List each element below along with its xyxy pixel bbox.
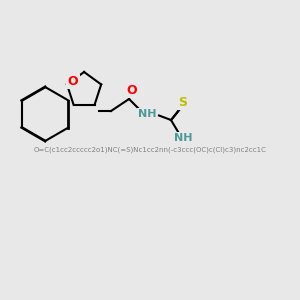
Text: O: O bbox=[68, 75, 78, 88]
Text: O: O bbox=[127, 83, 137, 97]
Text: NH: NH bbox=[138, 109, 156, 119]
Text: O=C(c1cc2ccccc2o1)NC(=S)Nc1cc2nn(-c3ccc(OC)c(Cl)c3)nc2cc1C: O=C(c1cc2ccccc2o1)NC(=S)Nc1cc2nn(-c3ccc(… bbox=[34, 147, 266, 153]
Text: NH: NH bbox=[174, 133, 192, 143]
Text: S: S bbox=[178, 95, 188, 109]
